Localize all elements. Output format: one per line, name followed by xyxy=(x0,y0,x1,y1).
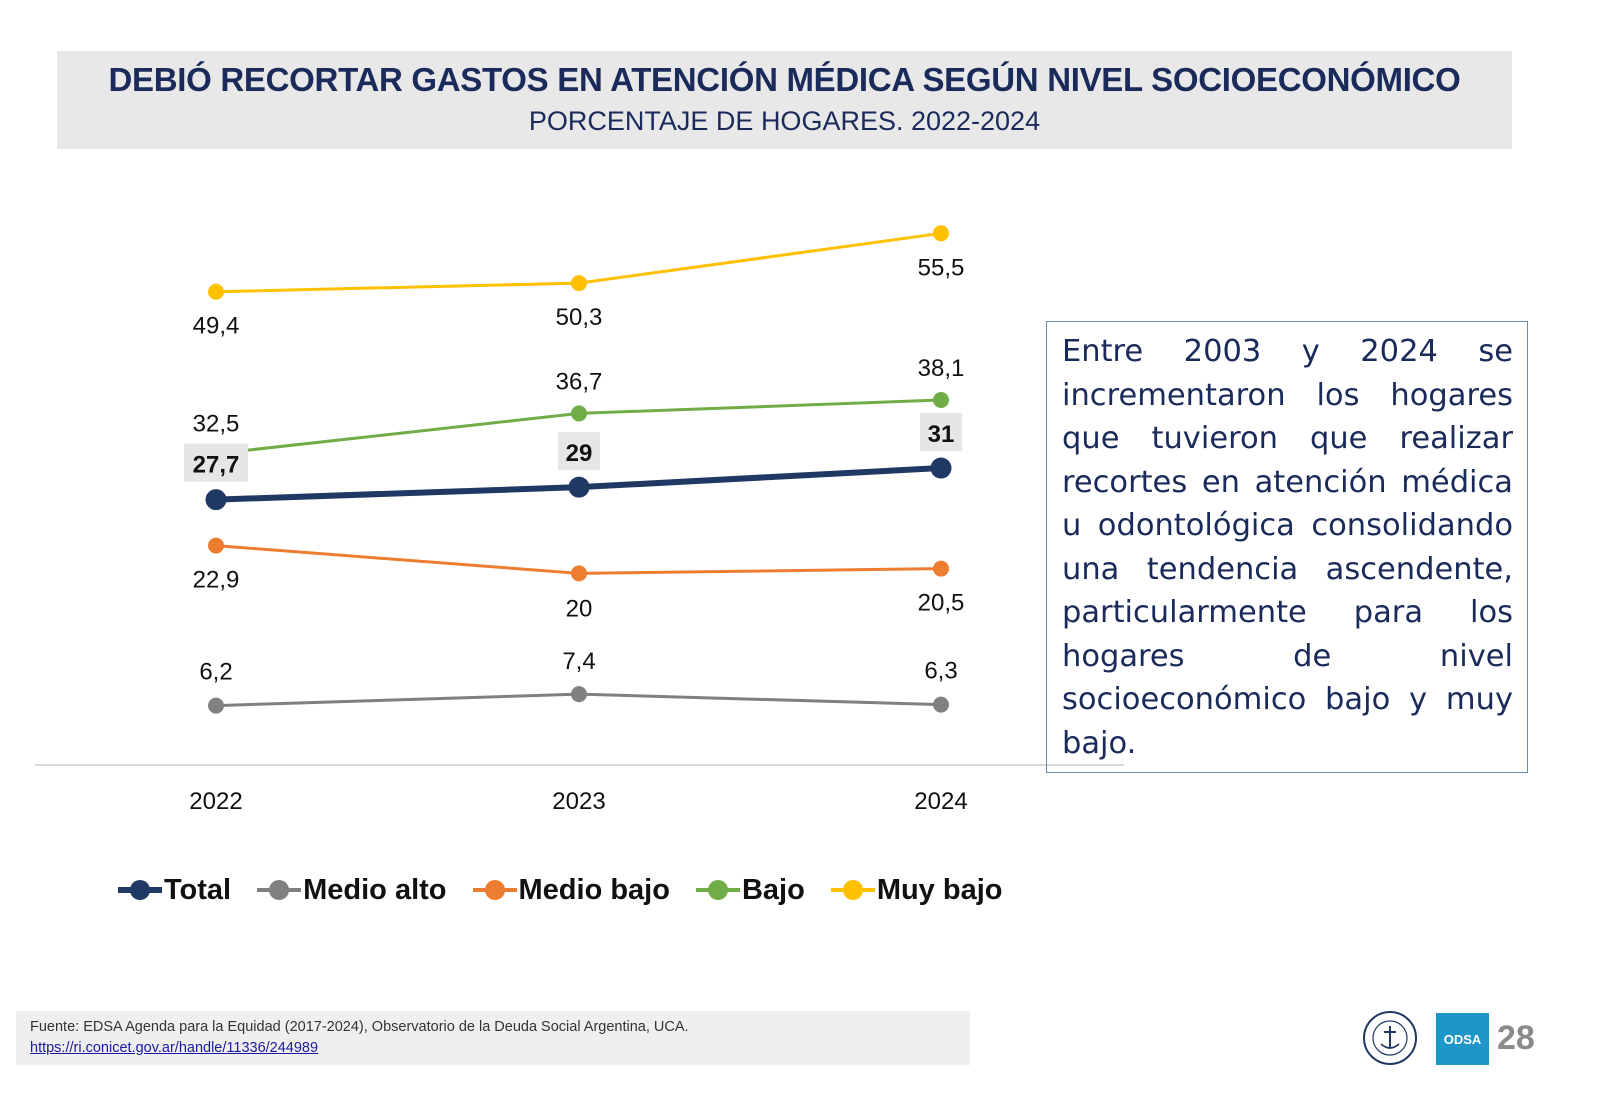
uca-seal-logo xyxy=(1363,1011,1417,1065)
x-tick-label-2023: 2023 xyxy=(552,788,605,815)
data-point-muy-bajo-2022 xyxy=(208,283,224,300)
data-point-total-2024 xyxy=(930,457,952,479)
data-point-muy-bajo-2023 xyxy=(571,275,587,292)
data-label-medio-bajo-2023: 20 xyxy=(566,595,593,622)
legend-label-medio-bajo: Medio bajo xyxy=(518,873,670,906)
legend-item-bajo: Bajo xyxy=(695,873,805,907)
series-layer xyxy=(205,225,952,714)
data-point-medio-alto-2022 xyxy=(208,697,224,714)
legend-item-medio-bajo: Medio bajo xyxy=(472,873,670,907)
data-label-medio-alto-2023: 7,4 xyxy=(562,648,595,675)
legend-item-medio-alto: Medio alto xyxy=(257,873,447,907)
data-labels: 6,2 7,4 6,3 22,9 20 20,5 32,5 36,7 38,1 49,4 50,3 5… xyxy=(184,254,965,686)
chart-legend: Total Medio alto Medio bajo Bajo Muy bajo xyxy=(118,870,1028,910)
data-label-medio-alto-2022: 6,2 xyxy=(199,659,232,686)
chart-header: DEBIÓ RECORTAR GASTOS EN ATENCIÓN MÉDICA… xyxy=(57,51,1512,149)
legend-label-total: Total xyxy=(164,873,232,906)
series-medio-bajo xyxy=(208,537,949,582)
data-point-medio-bajo-2022 xyxy=(208,537,224,554)
x-tick-label-2024: 2024 xyxy=(914,788,967,815)
data-label-total-2024: 31 xyxy=(928,421,955,448)
data-label-medio-bajo-2024: 20,5 xyxy=(918,590,965,617)
legend-marker-medio-alto xyxy=(257,880,302,900)
legend-label-bajo: Bajo xyxy=(741,873,805,906)
data-point-bajo-2023 xyxy=(571,405,587,422)
page-number: 28 xyxy=(1497,1019,1535,1057)
line-chart: 6,2 7,4 6,3 22,9 20 20,5 32,5 36,7 38,1 49,4 50,3 5… xyxy=(35,225,1124,815)
legend-marker-medio-bajo xyxy=(472,880,517,900)
data-point-medio-bajo-2024 xyxy=(933,560,949,577)
data-label-bg-total-2022 xyxy=(184,443,248,482)
data-point-medio-alto-2023 xyxy=(571,686,587,703)
legend-label-medio-alto: Medio alto xyxy=(303,873,447,906)
data-point-medio-alto-2024 xyxy=(933,696,949,713)
legend-item-total: Total xyxy=(118,874,231,907)
series-total xyxy=(205,457,952,511)
legend-item-muy-bajo: Muy bajo xyxy=(830,873,1003,907)
data-point-total-2022 xyxy=(205,489,227,511)
data-label-muy-bajo-2024: 55,5 xyxy=(918,254,965,281)
data-point-bajo-2024 xyxy=(933,392,949,409)
data-label-bajo-2023: 36,7 xyxy=(556,368,603,395)
data-label-medio-bajo-2022: 22,9 xyxy=(193,567,240,594)
chart-title: DEBIÓ RECORTAR GASTOS EN ATENCIÓN MÉDICA… xyxy=(108,61,1461,98)
legend-marker-total xyxy=(118,880,162,900)
odsa-logo: ODSA xyxy=(1436,1013,1489,1065)
data-label-total-2023: 29 xyxy=(566,440,593,467)
insight-text: Entre 2003 y 2024 se incrementaron los h… xyxy=(1062,334,1513,761)
data-label-bg-total-2024 xyxy=(920,413,962,452)
data-point-muy-bajo-2024 xyxy=(933,225,949,242)
data-point-total-2023 xyxy=(568,476,590,498)
legend-marker-bajo xyxy=(695,880,740,900)
x-axis-ticks: 2022 2023 2024 xyxy=(189,788,967,815)
data-label-muy-bajo-2023: 50,3 xyxy=(556,304,603,331)
x-tick-label-2022: 2022 xyxy=(189,788,242,815)
data-label-bajo-2022: 32,5 xyxy=(193,411,240,438)
insight-box: Entre 2003 y 2024 se incrementaron los h… xyxy=(1046,321,1528,773)
data-label-medio-alto-2024: 6,3 xyxy=(924,658,957,685)
legend-label-muy-bajo: Muy bajo xyxy=(876,873,1003,906)
source-link[interactable]: https://ri.conicet.gov.ar/handle/11336/2… xyxy=(30,1040,319,1056)
data-label-bg-total-2023 xyxy=(558,432,600,471)
source-footer: Fuente: EDSA Agenda para la Equidad (201… xyxy=(16,1011,970,1065)
series-muy-bajo xyxy=(208,225,949,300)
data-label-muy-bajo-2022: 49,4 xyxy=(193,313,240,340)
legend-marker-muy-bajo xyxy=(830,880,875,900)
series-medio-alto xyxy=(208,686,949,714)
chart-subtitle: PORCENTAJE DE HOGARES. 2022-2024 xyxy=(528,106,1041,136)
source-text: Fuente: EDSA Agenda para la Equidad (201… xyxy=(30,1019,689,1035)
data-label-total-2022: 27,7 xyxy=(193,452,240,479)
data-point-medio-bajo-2023 xyxy=(571,565,587,582)
data-label-bajo-2024: 38,1 xyxy=(918,355,965,382)
